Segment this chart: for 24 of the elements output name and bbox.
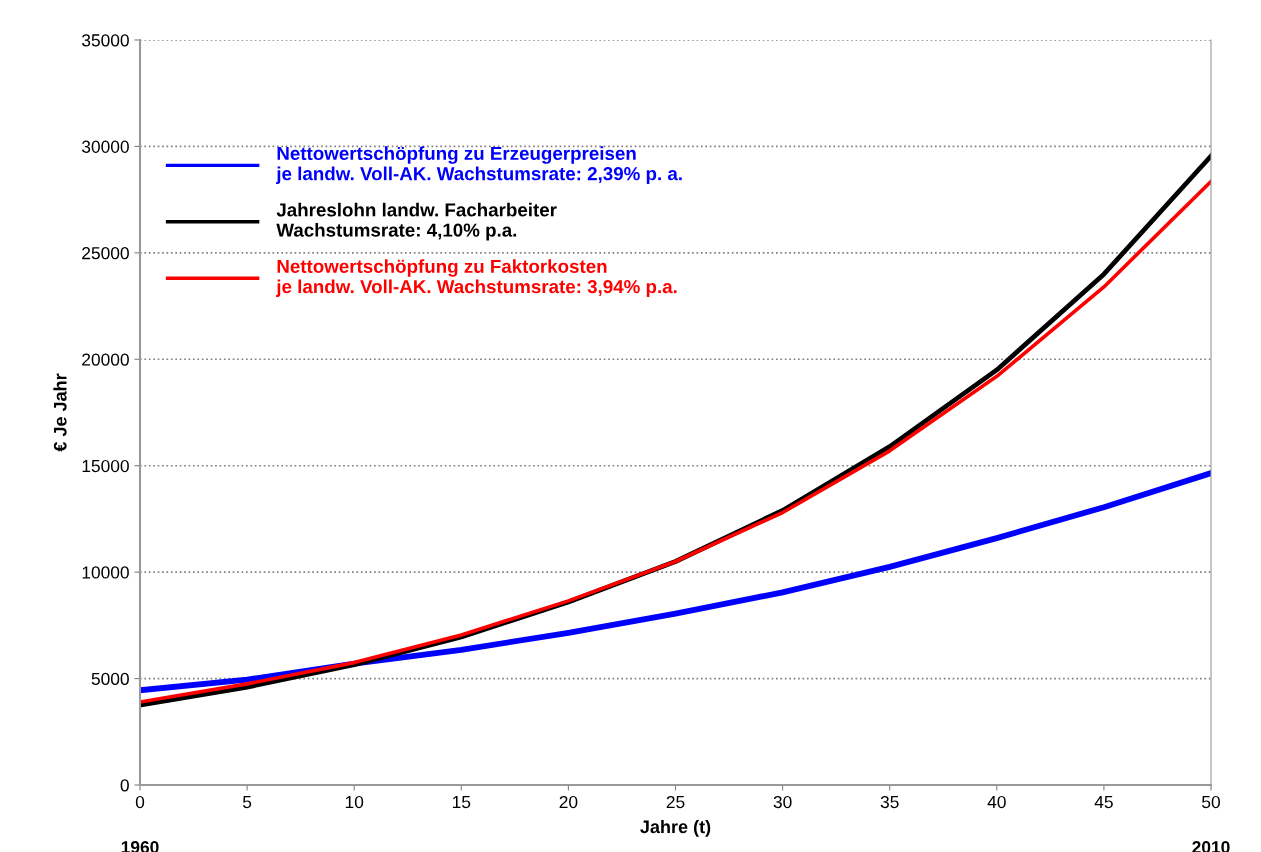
legend-label: Nettowertschöpfung zu Faktorkosten je landw. Voll-AK. Wachstumsrate: 3,94% p.a. xyxy=(276,259,677,297)
y-tick-label: 35000 xyxy=(81,34,129,47)
x-tick-label: 40 xyxy=(987,795,1006,809)
y-tick-label: 15000 xyxy=(82,459,129,473)
x-tick-label: 35 xyxy=(880,795,899,809)
y-tick-label: 10000 xyxy=(82,566,129,579)
x-tick-label: 10 xyxy=(345,795,364,809)
y-axis-title: € Je Jahr xyxy=(53,373,67,452)
x-tick-label: 20 xyxy=(559,795,578,809)
y-tick-label: 20000 xyxy=(82,353,129,366)
y-tick-label: 30000 xyxy=(81,140,129,153)
x-tick-label: 25 xyxy=(666,795,685,809)
x-tick-label: 0 xyxy=(135,795,145,809)
x-tick-label: 45 xyxy=(1094,796,1113,809)
x-axis-title: Jahre (t) xyxy=(640,819,711,837)
x-tick-label: 50 xyxy=(1202,795,1220,809)
x-tick-label: 30 xyxy=(773,795,792,809)
y-tick-label: 25000 xyxy=(82,247,129,260)
legend-label: Nettowertschöpfung zu Erzeugerpreisen je landw. Voll-AK. Wachstumsrate: 2,39% p. a. xyxy=(276,146,682,185)
x-tick-label: 15 xyxy=(452,796,471,809)
x-tick-label: 5 xyxy=(242,796,252,809)
legend-label: Jahreslohn landw. Facharbeiter Wachstumsrate: 4,10% p.a. xyxy=(276,202,557,241)
y-tick-label: 5000 xyxy=(91,672,129,686)
y-tick-label: 0 xyxy=(120,779,129,792)
